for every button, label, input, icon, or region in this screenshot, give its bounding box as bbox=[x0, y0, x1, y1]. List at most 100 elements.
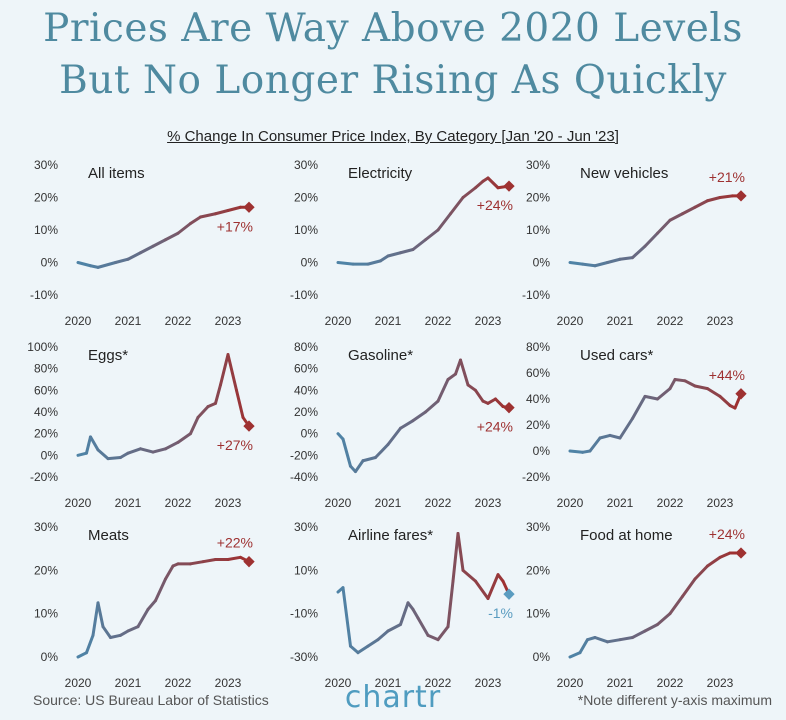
series-line-segment bbox=[151, 238, 167, 248]
series-line-segment bbox=[85, 633, 95, 655]
series-line-segment bbox=[606, 638, 622, 644]
series-line-segment bbox=[673, 378, 687, 383]
series-line-segment bbox=[199, 212, 217, 219]
y-tick-label: 80% bbox=[294, 340, 318, 354]
y-tick-label: 20% bbox=[34, 191, 58, 205]
series-line-segment bbox=[683, 379, 697, 388]
series-line-segment bbox=[446, 372, 457, 381]
x-tick-label: 2021 bbox=[607, 314, 634, 328]
series-line-segment bbox=[76, 261, 92, 268]
series-line-segment bbox=[214, 383, 222, 405]
series-line-segment bbox=[226, 205, 242, 212]
series-line-segment bbox=[706, 387, 722, 398]
series-line-segment bbox=[374, 443, 390, 459]
series-line-segment bbox=[568, 651, 582, 659]
series-line-segment bbox=[593, 261, 609, 268]
panel-svg: 0% 10% 20% 30% 2020 2021 2022 2023 +22% bbox=[34, 520, 255, 690]
y-tick-label: -20% bbox=[290, 448, 318, 462]
panel-svg: -30% -10% 10% 30% 2020 2021 2022 2023 -1% bbox=[290, 520, 515, 690]
panel-svg: -20% 0% 20% 40% 60% 80% 2020 2021 2022 2023 +44% bbox=[522, 340, 747, 510]
x-tick-label: 2021 bbox=[115, 314, 142, 328]
series-line-segment bbox=[176, 222, 192, 235]
series-line-segment bbox=[456, 532, 465, 572]
panel-svg: -40% -20% 0% 20% 40% 60% 80% 2020 2021 2022 2023 +2… bbox=[290, 340, 515, 510]
y-tick-label: 10% bbox=[526, 607, 550, 621]
y-tick-label: 0% bbox=[301, 427, 319, 441]
x-tick-label: 2022 bbox=[165, 496, 192, 510]
panel-svg: -20% 0% 20% 40% 60% 80% 100% 2020 2021 2022 2023 +2… bbox=[27, 340, 255, 510]
series-line-segment bbox=[136, 607, 150, 629]
series-line-segment bbox=[96, 601, 105, 629]
x-tick-label: 2022 bbox=[657, 496, 684, 510]
series-line-segment bbox=[718, 194, 734, 199]
series-line-segment bbox=[718, 551, 732, 559]
series-line-segment bbox=[693, 564, 709, 581]
series-line-segment bbox=[386, 426, 402, 446]
series-line-segment bbox=[354, 459, 365, 474]
series-line-segment bbox=[226, 353, 238, 392]
x-tick-label: 2021 bbox=[607, 676, 634, 690]
x-tick-label: 2020 bbox=[557, 314, 584, 328]
series-line-segment bbox=[656, 387, 672, 401]
series-line-segment bbox=[349, 644, 360, 655]
series-line-segment bbox=[461, 186, 477, 199]
panel-svg: -10% 0% 10% 20% 30% 2020 2021 2022 2023 +24% bbox=[290, 158, 515, 328]
series-line-segment bbox=[578, 638, 589, 655]
series-line-segment bbox=[474, 388, 485, 403]
y-tick-label: -40% bbox=[290, 470, 318, 484]
x-tick-label: 2022 bbox=[425, 314, 452, 328]
series-line-segment bbox=[164, 231, 180, 242]
end-point-marker bbox=[503, 588, 515, 600]
y-tick-label: 60% bbox=[294, 362, 318, 376]
x-tick-label: 2022 bbox=[657, 314, 684, 328]
end-value-label: +22% bbox=[217, 535, 253, 551]
series-line-segment bbox=[114, 257, 130, 264]
chart-title-line1: Prices Are Way Above 2020 Levels bbox=[43, 6, 743, 51]
series-line-segment bbox=[593, 636, 609, 644]
series-line-segment bbox=[126, 251, 142, 261]
x-tick-label: 2020 bbox=[325, 496, 352, 510]
series-line-segment bbox=[668, 212, 684, 222]
chart-panel: 0% 10% 20% 30% 2020 2021 2022 2023 +24% Food at h… bbox=[522, 517, 784, 695]
y-tick-label: -20% bbox=[522, 470, 550, 484]
x-tick-label: 2020 bbox=[325, 676, 352, 690]
series-line-segment bbox=[399, 419, 415, 430]
series-line-segment bbox=[196, 405, 210, 419]
series-line-segment bbox=[76, 651, 88, 659]
y-tick-label: -10% bbox=[30, 288, 58, 302]
series-line-segment bbox=[494, 397, 505, 409]
x-tick-label: 2021 bbox=[375, 314, 402, 328]
panel-svg: -10% 0% 10% 20% 30% 2020 2021 2022 2023 +21% bbox=[522, 158, 747, 328]
y-tick-label: 20% bbox=[294, 405, 318, 419]
series-line-segment bbox=[466, 383, 477, 392]
end-point-marker bbox=[735, 547, 747, 559]
y-tick-label: 10% bbox=[294, 223, 318, 237]
chart-panel: 0% 10% 20% 30% 2020 2021 2022 2023 +22% Meats bbox=[30, 517, 292, 695]
series-line-segment bbox=[189, 215, 202, 225]
end-point-marker bbox=[243, 556, 255, 568]
series-line-segment bbox=[718, 394, 732, 407]
series-line-segment bbox=[411, 238, 427, 251]
axis-footnote: *Note different y-axis maximum bbox=[577, 692, 772, 708]
y-tick-label: 20% bbox=[526, 563, 550, 577]
source-note: Source: US Bureau Labor of Statistics bbox=[33, 692, 269, 708]
chart-panel: -40% -20% 0% 20% 40% 60% 80% 2020 2021 2022 2023 +2… bbox=[290, 337, 552, 515]
y-tick-label: 20% bbox=[526, 191, 550, 205]
x-tick-label: 2022 bbox=[657, 676, 684, 690]
series-line-segment bbox=[336, 261, 355, 266]
y-tick-label: 30% bbox=[34, 158, 58, 172]
series-line-segment bbox=[356, 644, 370, 655]
series-line-segment bbox=[643, 394, 659, 401]
x-tick-label: 2021 bbox=[607, 496, 634, 510]
end-value-label: +21% bbox=[709, 169, 745, 185]
y-tick-label: 30% bbox=[526, 158, 550, 172]
chart-panel: -10% 0% 10% 20% 30% 2020 2021 2022 2023 +21% New v… bbox=[522, 155, 784, 333]
x-tick-label: 2022 bbox=[425, 676, 452, 690]
series-line-segment bbox=[366, 638, 380, 648]
y-tick-label: 10% bbox=[526, 223, 550, 237]
panel-svg: -10% 0% 10% 20% 30% 2020 2021 2022 2023 +17% bbox=[30, 158, 255, 328]
brand-logo: chartr bbox=[344, 680, 442, 715]
series-line-segment bbox=[693, 384, 709, 391]
series-line-segment bbox=[386, 623, 402, 633]
x-tick-label: 2022 bbox=[165, 314, 192, 328]
